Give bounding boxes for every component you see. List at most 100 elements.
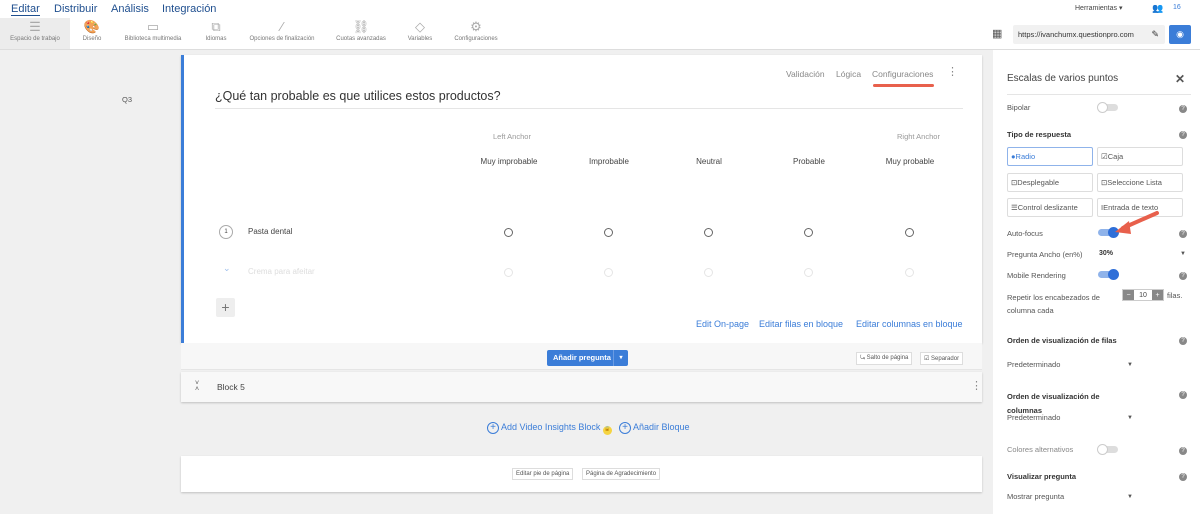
radio-button[interactable] [804, 228, 813, 237]
radio-button[interactable] [804, 268, 813, 277]
radio-button[interactable] [905, 268, 914, 277]
image-icon: ▭ [146, 19, 160, 34]
qr-code-icon[interactable]: ▦ [992, 28, 1003, 40]
radio-button[interactable] [704, 268, 713, 277]
option-label: Caja [1107, 152, 1124, 161]
separator-button[interactable]: ☑ Separador [920, 352, 964, 365]
plus-button[interactable]: + [1152, 290, 1163, 300]
preview-button[interactable]: ◉ [1169, 25, 1191, 44]
tool-languages[interactable]: ⧉ Idiomas [196, 18, 236, 49]
survey-url[interactable]: https://ivanchumx.questionpro.com ✎ [1013, 25, 1165, 44]
logic-link[interactable]: Lógica [836, 69, 862, 79]
edit-columns-bulk-link[interactable]: Editar columnas en bloque [856, 319, 963, 329]
tools-menu[interactable]: Herramientas ▾ [1075, 5, 1123, 12]
column-order-select[interactable]: Predeterminado [1007, 413, 1061, 422]
thank-you-page-button[interactable]: Página de Agradecimiento [582, 468, 661, 480]
option-dropdown[interactable]: ⊡Desplegable [1007, 173, 1093, 192]
tool-label: Idiomas [205, 36, 227, 42]
add-question-button[interactable]: Añadir pregunta ▾ [547, 350, 628, 366]
tool-design[interactable]: 🎨 Diseño [72, 18, 112, 49]
help-icon[interactable]: ? [1179, 230, 1187, 238]
option-select-list[interactable]: ⊡Seleccione Lista [1097, 173, 1183, 192]
help-icon[interactable]: ? [1179, 105, 1187, 113]
block-title[interactable]: Block 5 [217, 382, 245, 392]
option-radio[interactable]: ●Radio [1007, 147, 1093, 166]
tab-editar[interactable]: Editar [11, 3, 40, 16]
tool-variables[interactable]: ◇ Variables [400, 18, 440, 49]
repeat-headers-label: Repetir los encabezados de columna cada [1007, 293, 1100, 315]
mobile-rendering-toggle[interactable] [1098, 269, 1119, 280]
repeat-stepper[interactable]: − 10 + [1122, 289, 1164, 301]
tab-integracion[interactable]: Integración [162, 3, 217, 15]
add-block-label: Añadir Bloque [633, 422, 690, 432]
block-kebab-icon[interactable]: ⋮ [971, 380, 982, 392]
close-icon[interactable]: ✕ [1175, 72, 1186, 86]
caret-down-icon[interactable]: ▼ [1127, 362, 1133, 368]
option-slider[interactable]: ☰Control deslizante [1007, 198, 1093, 217]
column-header[interactable]: Muy probable [885, 157, 935, 166]
option-checkbox[interactable]: ☑Caja [1097, 147, 1183, 166]
tool-quotas[interactable]: ⛓ Cuotas avanzadas [328, 18, 394, 49]
chevron-down-icon[interactable]: ⌄ [223, 263, 231, 273]
kebab-menu-icon[interactable]: ⋮ [947, 66, 958, 78]
caret-down-icon[interactable]: ▼ [1180, 251, 1186, 257]
column-header[interactable]: Probable [792, 157, 826, 166]
add-video-insights-link[interactable]: + Add Video Insights Block 🔒 [487, 422, 612, 435]
panel-title: Escalas de varios puntos [1007, 73, 1119, 84]
radio-button[interactable] [905, 228, 914, 237]
caret-down-icon[interactable]: ▼ [1127, 415, 1133, 421]
tab-analisis[interactable]: Análisis [111, 3, 149, 15]
row-label[interactable]: Pasta dental [248, 227, 293, 236]
tool-workspace[interactable]: ☰ Espacio de trabajo [0, 18, 70, 49]
users-count[interactable]: 16 [1173, 4, 1181, 11]
help-icon[interactable]: ? [1179, 272, 1187, 280]
help-icon[interactable]: ? [1179, 391, 1187, 399]
separator-label: Separador [931, 356, 960, 362]
validation-link[interactable]: Validación [786, 69, 825, 79]
repeat-value[interactable]: 10 [1139, 292, 1147, 299]
bipolar-toggle[interactable] [1097, 102, 1118, 113]
add-block-link[interactable]: + Añadir Bloque [619, 422, 690, 434]
width-value[interactable]: 30% [1099, 250, 1114, 257]
column-header[interactable]: Improbable [588, 157, 630, 166]
tab-distribuir[interactable]: Distribuir [54, 3, 98, 15]
question-title[interactable]: ¿Qué tan probable es que utilices estos … [215, 89, 501, 103]
display-question-select[interactable]: Mostrar pregunta [1007, 492, 1065, 501]
edit-onpage-link[interactable]: Edit On-page [696, 319, 750, 329]
tool-finish-options[interactable]: ⁄ Opciones de finalización [240, 18, 324, 49]
radio-button[interactable] [604, 228, 613, 237]
tool-label: Variables [407, 36, 433, 42]
help-icon[interactable]: ? [1179, 337, 1187, 345]
dropdown-icon: ⊡ [1011, 178, 1018, 187]
row-order-select[interactable]: Predeterminado [1007, 360, 1061, 369]
bipolar-label: Bipolar [1007, 103, 1031, 112]
row-label[interactable]: Crema para afeitar [248, 267, 315, 276]
help-icon[interactable]: ? [1179, 131, 1187, 139]
radio-button[interactable] [504, 228, 513, 237]
minus-button[interactable]: − [1123, 290, 1134, 300]
option-text-entry[interactable]: IEntrada de texto [1097, 198, 1183, 217]
radio-button[interactable] [704, 228, 713, 237]
page-break-button[interactable]: ⤿ Salto de página [856, 352, 913, 365]
add-row-button[interactable]: + [216, 298, 235, 317]
help-icon[interactable]: ? [1179, 447, 1187, 455]
tag-icon: ◇ [415, 19, 425, 34]
autofocus-toggle[interactable] [1098, 227, 1119, 238]
column-header[interactable]: Muy improbable [480, 157, 538, 166]
chevron-down-icon[interactable]: ▾ [613, 350, 628, 366]
radio-button[interactable] [604, 268, 613, 277]
tool-media[interactable]: ▭ Biblioteca multimedia [112, 18, 194, 49]
column-header[interactable]: Neutral [696, 157, 722, 166]
edit-rows-bulk-link[interactable]: Editar filas en bloque [759, 319, 844, 329]
edit-footer-button[interactable]: Editar pie de página [512, 468, 574, 480]
radio-button[interactable] [504, 268, 513, 277]
collapse-icon[interactable]: ˅ ˄ [195, 380, 200, 393]
settings-link[interactable]: Configuraciones [872, 69, 934, 79]
help-icon[interactable]: ? [1179, 473, 1187, 481]
pencil-icon[interactable]: ✎ [1151, 29, 1159, 39]
tool-settings[interactable]: ⚙ Configuraciones [446, 18, 506, 49]
alt-colors-toggle[interactable] [1097, 444, 1118, 455]
link-icon: ⛓ [352, 19, 370, 34]
tool-label: Configuraciones [454, 36, 498, 42]
caret-down-icon[interactable]: ▼ [1127, 494, 1133, 500]
